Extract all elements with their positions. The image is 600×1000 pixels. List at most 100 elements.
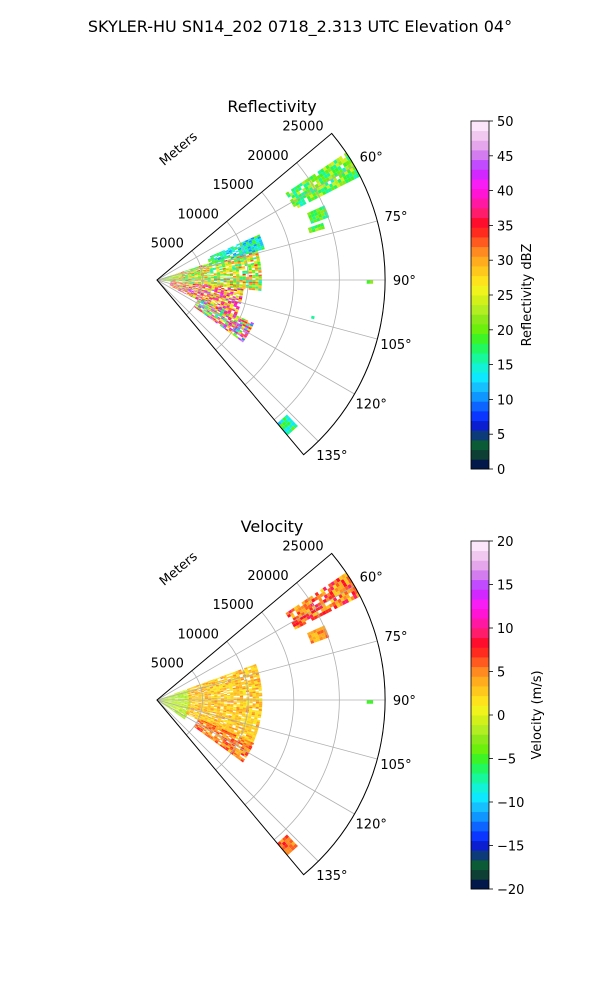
echo-cell [233, 708, 237, 710]
echo-cell [291, 200, 296, 205]
echo-cell [203, 722, 207, 725]
echo-cell [291, 614, 296, 619]
echo-cell [173, 284, 177, 287]
echo-cell [232, 732, 237, 736]
echo-cell [198, 701, 202, 703]
echo-cell [354, 589, 359, 595]
echo-cell [168, 702, 172, 703]
echo-cell [194, 290, 198, 293]
echo-cell [162, 699, 166, 700]
echo-cell [176, 708, 180, 710]
echo-cell [204, 289, 208, 291]
echo-cell [222, 712, 226, 715]
echo-cell [341, 574, 346, 580]
echo-cell [211, 716, 215, 719]
echo-cell [232, 266, 236, 269]
echo-cell [195, 297, 199, 300]
colorbar-swatch [471, 449, 489, 460]
echo-cell [233, 746, 238, 750]
echo-cell [179, 283, 184, 285]
echo-cell [177, 712, 181, 715]
echo-cell [194, 692, 198, 694]
echo-cell [240, 261, 245, 264]
echo-cell [192, 696, 196, 698]
echo-cell [223, 325, 227, 329]
echo-cell [304, 606, 309, 611]
echo-cell [248, 239, 253, 243]
colorbar-swatch [471, 850, 489, 861]
echo-cell [302, 607, 307, 612]
echo-cell [215, 724, 219, 728]
echo-cell [243, 320, 248, 324]
echo-cell [210, 284, 214, 286]
echo-cell [287, 193, 292, 198]
echo-cell [220, 676, 224, 679]
echo-cell [303, 183, 308, 188]
echo-cell [183, 690, 187, 692]
echo-cell [207, 309, 211, 312]
echo-cell [200, 293, 204, 296]
echo-cell [207, 707, 211, 709]
echo-cell [177, 289, 181, 292]
echo-cell [198, 705, 202, 707]
radial-tick-label: 10000 [178, 627, 219, 642]
echo-cell [235, 673, 240, 676]
echo-cell [241, 715, 245, 718]
echo-cell [216, 690, 221, 692]
echo-cell [326, 172, 331, 178]
echo-cell [217, 258, 222, 261]
echo-cell [172, 276, 176, 278]
echo-cell [222, 319, 227, 323]
echo-cell [222, 724, 226, 727]
echo-cell [255, 272, 259, 275]
echo-cell [255, 281, 259, 284]
echo-cell [217, 290, 221, 293]
echo-cell [204, 288, 209, 290]
colorbar-swatch [471, 686, 489, 697]
echo-cell [162, 700, 166, 701]
echo-cell [188, 691, 192, 693]
echo-cell [192, 701, 196, 702]
echo-cell [316, 594, 321, 600]
echo-cell [201, 731, 205, 735]
echo-cell [252, 705, 256, 707]
echo-cell [193, 267, 197, 269]
echo-cell [179, 284, 183, 286]
echo-cell [329, 170, 334, 176]
echo-cell [345, 593, 351, 599]
echo-cell [296, 184, 301, 189]
colorbar-swatch [471, 411, 489, 422]
echo-cell [183, 705, 187, 707]
echo-cell [208, 726, 212, 729]
echo-cell [207, 275, 211, 277]
echo-cell [248, 671, 253, 674]
echo-cell [239, 287, 243, 289]
echo-cell [223, 255, 228, 259]
echo-cell [250, 262, 255, 266]
echo-cell [205, 682, 209, 685]
colorbar-tick-label: 20 [497, 535, 514, 550]
echo-cell [191, 276, 195, 277]
echo-cell [184, 701, 188, 703]
echo-cell [309, 217, 314, 222]
echo-cell [285, 191, 290, 196]
echo-cell [241, 266, 246, 269]
echo-cell [225, 299, 229, 302]
echo-cell [215, 312, 220, 316]
echo-cell [191, 273, 195, 275]
echo-cell [209, 687, 214, 689]
echo-cell [191, 281, 195, 283]
echo-cell [161, 701, 165, 704]
echo-cell [216, 254, 220, 257]
echo-cell [342, 582, 348, 588]
echo-cell [233, 254, 237, 257]
echo-cell [195, 703, 199, 705]
echo-cell [213, 282, 218, 284]
colorbar-tick-label: 10 [497, 622, 514, 637]
echo-cell [220, 310, 225, 313]
echo-cell [180, 291, 184, 293]
echo-cell [236, 328, 240, 332]
echo-cell [348, 578, 353, 584]
echo-cell [209, 268, 213, 270]
echo-cell [220, 737, 225, 740]
